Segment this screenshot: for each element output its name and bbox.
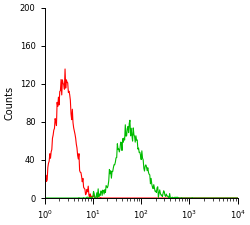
Y-axis label: Counts: Counts [4,86,14,120]
